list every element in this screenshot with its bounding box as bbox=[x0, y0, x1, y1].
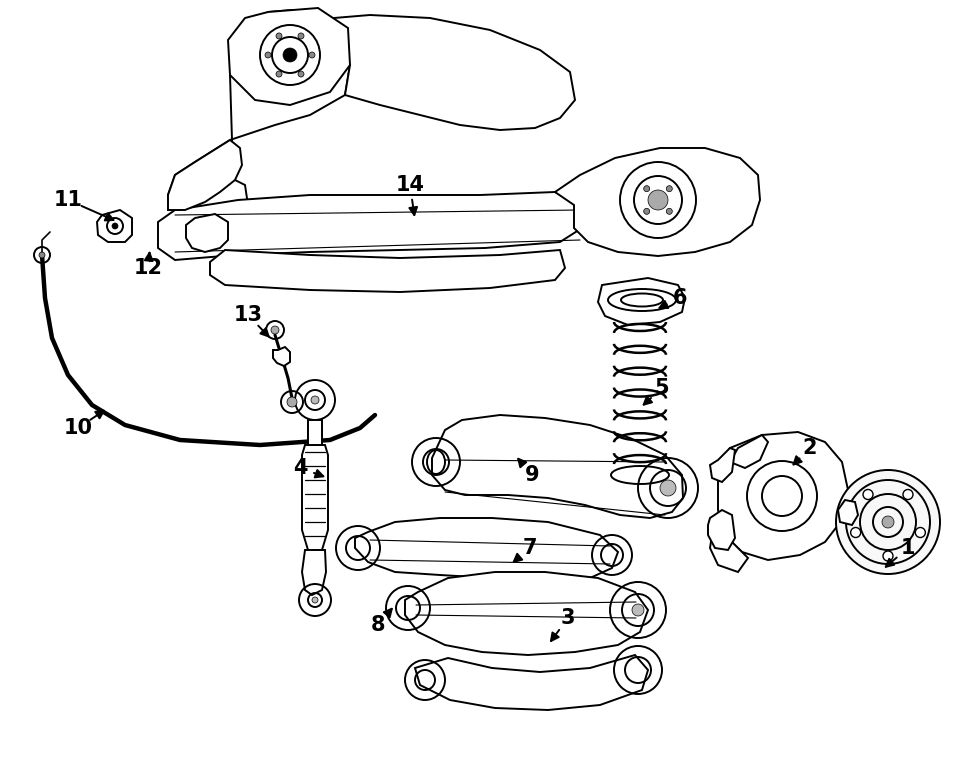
Circle shape bbox=[648, 190, 668, 210]
Circle shape bbox=[311, 396, 319, 404]
Text: 6: 6 bbox=[673, 288, 687, 308]
Circle shape bbox=[271, 326, 279, 334]
Circle shape bbox=[283, 48, 297, 62]
Text: 3: 3 bbox=[561, 608, 575, 628]
Polygon shape bbox=[273, 347, 290, 366]
Polygon shape bbox=[405, 572, 648, 655]
Circle shape bbox=[863, 490, 873, 500]
Polygon shape bbox=[708, 510, 735, 550]
Circle shape bbox=[644, 186, 650, 192]
Text: 8: 8 bbox=[370, 615, 386, 635]
Polygon shape bbox=[555, 148, 760, 256]
Polygon shape bbox=[302, 550, 326, 595]
Text: 13: 13 bbox=[234, 305, 262, 325]
Text: 4: 4 bbox=[293, 458, 307, 478]
Circle shape bbox=[276, 33, 282, 39]
Circle shape bbox=[882, 516, 894, 528]
Circle shape bbox=[112, 223, 118, 229]
Text: 2: 2 bbox=[803, 438, 817, 458]
Circle shape bbox=[276, 71, 282, 77]
Text: 14: 14 bbox=[395, 175, 425, 195]
Polygon shape bbox=[210, 250, 565, 292]
Circle shape bbox=[903, 490, 913, 500]
Text: 1: 1 bbox=[901, 538, 915, 558]
Polygon shape bbox=[228, 8, 350, 105]
Polygon shape bbox=[168, 140, 242, 210]
Polygon shape bbox=[355, 518, 618, 580]
Polygon shape bbox=[838, 475, 938, 568]
Polygon shape bbox=[710, 530, 748, 572]
Polygon shape bbox=[310, 15, 575, 130]
Circle shape bbox=[298, 33, 304, 39]
Circle shape bbox=[915, 527, 925, 537]
Polygon shape bbox=[158, 192, 582, 260]
Text: 11: 11 bbox=[54, 190, 82, 210]
Polygon shape bbox=[168, 10, 350, 230]
Circle shape bbox=[287, 397, 297, 407]
Circle shape bbox=[836, 470, 940, 574]
Polygon shape bbox=[838, 500, 858, 525]
Polygon shape bbox=[308, 420, 322, 445]
Polygon shape bbox=[432, 415, 683, 518]
Circle shape bbox=[39, 252, 45, 258]
Circle shape bbox=[883, 551, 893, 561]
Circle shape bbox=[298, 71, 304, 77]
Circle shape bbox=[312, 597, 318, 603]
Circle shape bbox=[660, 480, 676, 496]
Circle shape bbox=[309, 52, 315, 58]
Circle shape bbox=[666, 186, 673, 192]
Polygon shape bbox=[718, 432, 848, 560]
Text: 10: 10 bbox=[63, 418, 93, 438]
Circle shape bbox=[644, 209, 650, 214]
Polygon shape bbox=[598, 278, 685, 325]
Text: 5: 5 bbox=[655, 378, 669, 398]
Polygon shape bbox=[710, 448, 735, 482]
Polygon shape bbox=[730, 435, 768, 468]
Polygon shape bbox=[97, 210, 132, 242]
Circle shape bbox=[265, 52, 271, 58]
Circle shape bbox=[851, 527, 860, 537]
Polygon shape bbox=[415, 655, 648, 710]
Text: 9: 9 bbox=[524, 465, 540, 485]
Circle shape bbox=[632, 604, 644, 616]
Polygon shape bbox=[186, 214, 228, 252]
Text: 7: 7 bbox=[523, 538, 537, 558]
Polygon shape bbox=[302, 445, 328, 550]
Text: 12: 12 bbox=[133, 258, 163, 278]
Circle shape bbox=[666, 209, 673, 214]
